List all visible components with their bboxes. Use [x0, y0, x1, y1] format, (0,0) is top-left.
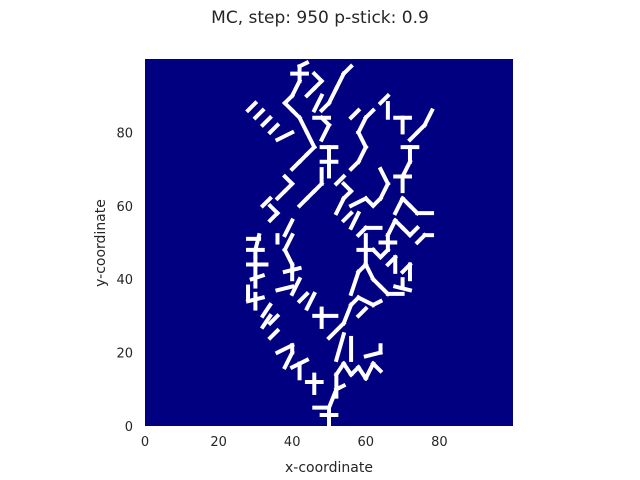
cluster-segment: [245, 295, 266, 304]
cluster-segment: [340, 180, 354, 194]
cluster-segment: [282, 173, 296, 187]
cluster-segment: [333, 173, 347, 187]
cluster-segment: [282, 232, 295, 253]
x-tick-label: 40: [284, 435, 301, 450]
cluster-segment: [296, 291, 310, 305]
cluster-segment: [392, 195, 406, 216]
cluster-segment: [363, 261, 376, 282]
cluster-segment: [274, 342, 295, 356]
cluster-segment: [282, 265, 302, 275]
cluster-segment: [289, 357, 310, 370]
cluster-segment: [377, 181, 391, 202]
cluster-segment: [355, 115, 369, 136]
cluster-segment: [289, 276, 303, 297]
y-tick-label: 0: [125, 420, 133, 435]
cluster-segment: [318, 122, 332, 143]
cluster-segment: [267, 313, 281, 327]
cluster-segment: [311, 93, 325, 114]
cluster-segment: [355, 305, 369, 319]
cluster-segment: [267, 327, 281, 341]
cluster-segment: [274, 129, 295, 143]
cluster-segment: [362, 107, 376, 121]
y-tick-label: 60: [116, 200, 133, 215]
cluster-segment: [333, 331, 347, 363]
cluster-segment: [282, 349, 295, 370]
cluster-segment: [326, 85, 340, 106]
cluster-segment: [421, 107, 435, 128]
y-tick-label: 20: [116, 347, 133, 362]
cluster-segment: [340, 210, 354, 224]
cluster-segment: [377, 92, 391, 106]
cluster-segment: [259, 114, 273, 128]
cluster-segment: [333, 382, 347, 392]
cluster-segment: [355, 144, 369, 165]
cluster-segment: [296, 59, 310, 70]
cluster-segment: [267, 122, 281, 136]
cluster-segment: [326, 320, 347, 341]
cluster-segment: [341, 302, 354, 326]
cluster-segment: [282, 247, 295, 268]
cluster-segment: [282, 217, 295, 238]
y-axis-ticks: 0 20 40 60 80: [116, 126, 133, 435]
x-tick-label: 20: [210, 435, 227, 450]
x-tick-label: 0: [141, 435, 149, 450]
cluster-segment: [377, 166, 391, 187]
cluster-segment: [348, 269, 361, 297]
dla-cluster: [245, 59, 435, 428]
cluster-segment: [363, 360, 376, 381]
cluster-segment: [245, 100, 259, 114]
cluster-segment: [399, 159, 413, 180]
x-tick-label: 60: [358, 435, 375, 450]
cluster-segment: [348, 195, 369, 209]
cluster-segment: [385, 217, 398, 238]
x-axis-label: x-coordinate: [285, 460, 373, 476]
cluster-segment: [259, 313, 273, 330]
cluster-segment: [348, 107, 362, 121]
cluster-segment: [340, 63, 354, 77]
y-tick-label: 80: [116, 126, 133, 141]
cluster-segment: [275, 284, 295, 293]
cluster-segment: [304, 129, 317, 150]
cluster-segment: [370, 298, 384, 308]
cluster-segment: [333, 70, 347, 92]
cluster-segment: [259, 302, 273, 319]
cluster-segment: [296, 115, 310, 136]
cluster-segment: [333, 195, 347, 216]
cluster-segment: [311, 70, 325, 84]
cluster-segment: [348, 210, 362, 231]
cluster-segment: [289, 78, 303, 99]
cluster-segment: [407, 224, 421, 238]
plot-area: [145, 59, 513, 428]
cluster-segment: [340, 360, 354, 378]
cluster-segment: [370, 360, 384, 374]
cluster-segment: [304, 291, 317, 312]
plot-background: [145, 59, 513, 426]
cluster-segment: [252, 107, 266, 121]
y-tick-label: 40: [116, 273, 133, 288]
cluster-segment: [259, 195, 273, 209]
cluster-segment: [333, 360, 347, 378]
cluster-segment: [355, 294, 376, 308]
cluster-segment: [355, 129, 369, 150]
y-axis-label: y-coordinate: [93, 199, 109, 287]
chart-title: MC, step: 950 p-stick: 0.9: [211, 8, 429, 28]
cluster-segment: [267, 202, 281, 216]
x-axis-ticks: 0 20 40 60 80: [141, 435, 448, 450]
x-tick-label: 80: [431, 435, 448, 450]
cluster-segment: [363, 350, 383, 359]
